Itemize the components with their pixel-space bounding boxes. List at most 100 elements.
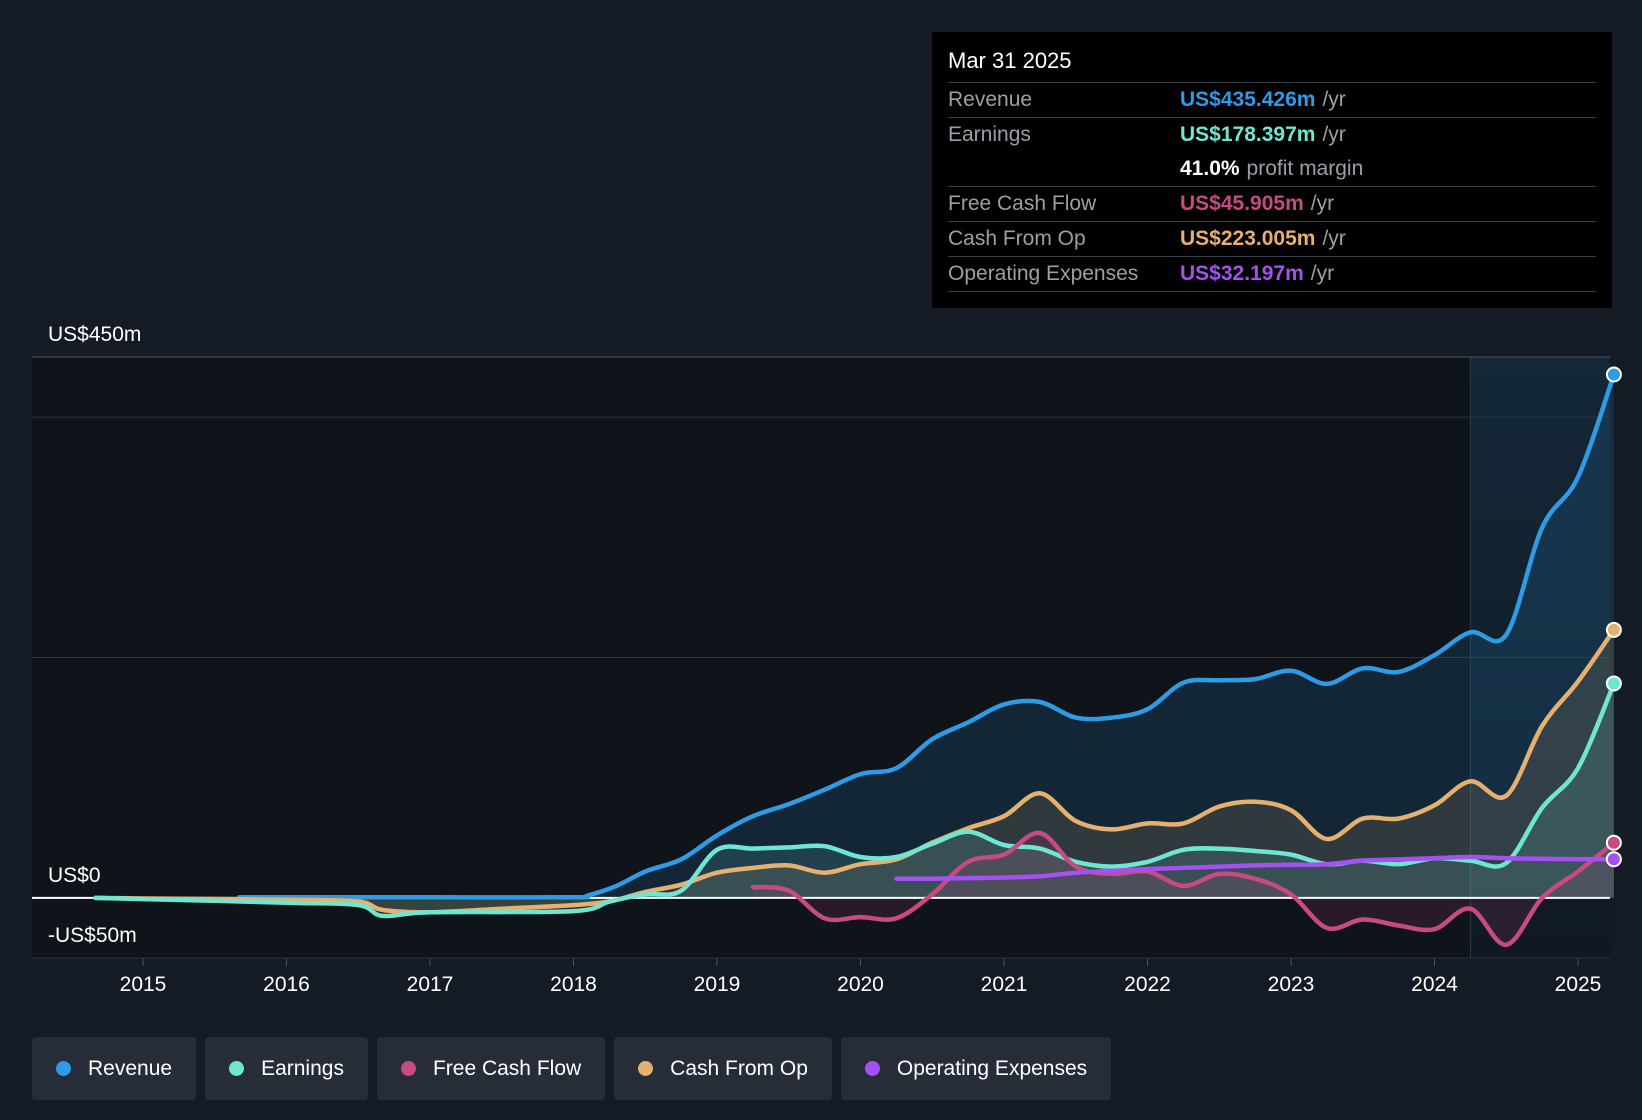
revenue-point [1289, 669, 1293, 673]
cash-from-op-point [1002, 814, 1006, 818]
free-cash-flow-point [823, 916, 827, 920]
free-cash-flow-point [966, 860, 970, 864]
revenue-point [1110, 716, 1114, 720]
cash-from-op-point [1038, 791, 1042, 795]
operating-expenses-point [1289, 863, 1293, 867]
cash-from-op-point [1181, 821, 1185, 825]
free-cash-flow-point [1289, 892, 1293, 896]
earnings-point [1038, 847, 1042, 851]
tooltip-unit: /yr [1322, 123, 1346, 146]
free-cash-flow-end-point [1605, 834, 1622, 851]
tooltip-value: US$32.197m [1180, 262, 1304, 285]
revenue-point [1433, 653, 1437, 657]
revenue-point [823, 788, 827, 792]
cash-from-op-point [1540, 724, 1544, 728]
operating-expenses-point [1038, 874, 1042, 878]
legend-dot-icon [400, 1061, 416, 1076]
earnings-point [1146, 860, 1150, 864]
revenue-point [1468, 630, 1472, 634]
legend-label: Free Cash Flow [432, 1056, 582, 1080]
revenue-point [1146, 707, 1150, 711]
free-cash-flow-point [1468, 907, 1472, 911]
x-tick-label: 2017 [407, 973, 454, 996]
free-cash-flow-point [1433, 927, 1437, 931]
revenue-point [859, 772, 863, 776]
legend-cash-from-op[interactable]: Cash From Op [614, 1037, 832, 1100]
cash-from-op-point [1468, 779, 1472, 783]
free-cash-flow-area [752, 832, 1614, 945]
free-cash-flow-point [1002, 853, 1006, 857]
legend-free-cash-flow[interactable]: Free Cash Flow [376, 1037, 606, 1100]
legend-label: Earnings [261, 1056, 344, 1080]
cash-from-op-area [95, 629, 1614, 913]
revenue-line [236, 372, 1617, 900]
tooltip-unit: /yr [1310, 262, 1335, 285]
earnings-point [1217, 847, 1221, 851]
revenue-point [715, 833, 719, 837]
legend-earnings[interactable]: Earnings [205, 1037, 368, 1100]
tooltip-label: Cash From Op [948, 227, 1086, 250]
revenue-point [966, 720, 970, 724]
cash-from-op-point [1397, 817, 1401, 821]
free-cash-flow-point [1504, 943, 1508, 947]
free-cash-flow-point [1540, 896, 1544, 900]
tooltip-value: US$45.905m [1180, 192, 1304, 215]
operating-expenses-point [1468, 855, 1472, 859]
cash-from-op-end-point [1605, 621, 1622, 638]
operating-expenses-point [1253, 863, 1257, 867]
earnings-point [607, 900, 611, 904]
earnings-point [1181, 848, 1185, 852]
operating-expenses-point [1576, 857, 1580, 861]
free-cash-flow-point [1038, 831, 1042, 835]
y-axis-label: -US$50m [48, 924, 137, 947]
operating-expenses-point [1217, 865, 1221, 869]
free-cash-flow-point [751, 885, 755, 889]
earnings-point [894, 855, 898, 859]
earnings-point [1002, 843, 1006, 847]
earnings-point [1504, 861, 1508, 865]
profit-margin-value: 41.0% [1180, 157, 1240, 180]
tooltip-unit: /yr [1310, 192, 1335, 215]
earnings-area [95, 683, 1614, 917]
operating-expenses-point [1110, 869, 1114, 873]
free-cash-flow-point [1397, 924, 1401, 928]
operating-expenses-point [1397, 857, 1401, 861]
x-tick-label: 2019 [694, 973, 741, 996]
revenue-point [930, 737, 934, 741]
legend-label: Revenue [88, 1056, 173, 1080]
revenue-point [428, 895, 432, 899]
free-cash-flow-point [1074, 865, 1078, 869]
operating-expenses-end-point [1605, 851, 1622, 868]
earnings-point [715, 848, 719, 852]
earnings-point [1576, 766, 1580, 770]
y-axis-label: US$450m [48, 323, 141, 346]
x-tick-label: 2022 [1124, 973, 1171, 996]
cash-from-op-point [1433, 803, 1437, 807]
earnings-point [751, 847, 755, 851]
cash-from-op-point [1146, 821, 1150, 825]
x-tick-label: 2016 [263, 973, 310, 996]
chart-legend: Revenue Earnings Free Cash Flow Cash Fro… [32, 1037, 1112, 1100]
legend-revenue[interactable]: Revenue [32, 1037, 197, 1100]
cash-from-op-point [1289, 808, 1293, 812]
tooltip-row-revenue: Revenue US$435.426m /yr [948, 82, 1596, 117]
revenue-point [1002, 702, 1006, 706]
free-cash-flow-point [787, 889, 791, 893]
earnings-point [1253, 849, 1257, 853]
revenue-point [679, 857, 683, 861]
profit-margin-label: profit margin [1246, 157, 1364, 180]
legend-operating-expenses[interactable]: Operating Expenses [840, 1037, 1112, 1100]
tooltip-row-profit-margin: 41.0% profit margin [948, 152, 1596, 186]
earnings-point [1540, 806, 1544, 810]
x-tick-label: 2021 [981, 973, 1028, 996]
earnings-point [428, 910, 432, 914]
revenue-point [1074, 716, 1078, 720]
earnings-point [1289, 853, 1293, 857]
tooltip-panel: Mar 31 2025 Revenue US$435.426m /yr Earn… [932, 32, 1612, 308]
cash-from-op-point [1074, 819, 1078, 823]
cash-from-op-point [1361, 817, 1365, 821]
earnings-point [787, 845, 791, 849]
legend-label: Operating Expenses [896, 1056, 1088, 1080]
operating-expenses-point [1074, 871, 1078, 875]
legend-label: Cash From Op [670, 1056, 808, 1080]
